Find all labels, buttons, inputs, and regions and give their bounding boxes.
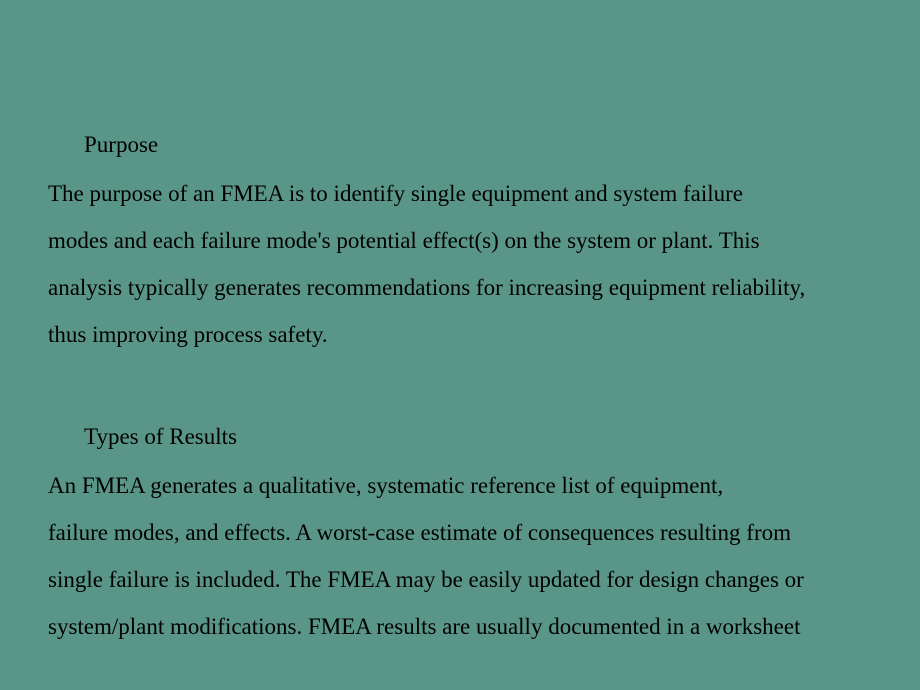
results-line-1: An FMEA generates a qualitative, systema… [48, 470, 872, 501]
purpose-heading: Purpose [84, 132, 872, 158]
types-of-results-heading: Types of Results [84, 424, 872, 450]
purpose-line-1: The purpose of an FMEA is to identify si… [48, 178, 872, 209]
results-line-3: single failure is included. The FMEA may… [48, 564, 872, 595]
purpose-line-2: modes and each failure mode's potential … [48, 225, 872, 256]
purpose-line-3: analysis typically generates recommendat… [48, 272, 872, 303]
document-content: Purpose The purpose of an FMEA is to ide… [0, 0, 920, 642]
purpose-line-4: thus improving process safety. [48, 319, 872, 350]
results-line-4: system/plant modifications. FMEA results… [48, 611, 872, 642]
section-gap [48, 366, 872, 424]
results-line-2: failure modes, and effects. A worst-case… [48, 517, 872, 548]
